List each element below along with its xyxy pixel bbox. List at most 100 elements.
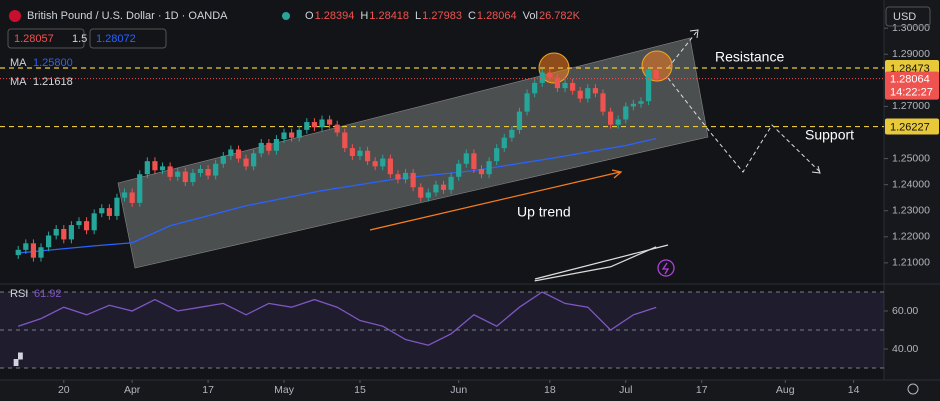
ask-box[interactable] (89, 28, 167, 49)
candle-body (372, 161, 378, 167)
candle-body (577, 90, 583, 99)
candle-body (532, 82, 538, 94)
y-tick-label: 1.24000 (892, 178, 930, 190)
projection-up (667, 29, 699, 69)
plot-area (0, 0, 884, 380)
candle-body (38, 247, 44, 258)
candle-body (494, 148, 500, 162)
legend-key: O (305, 10, 314, 22)
candle-body (615, 119, 621, 125)
candle-body (463, 153, 469, 164)
bid: 1.28057 (14, 33, 54, 45)
candle-body (524, 93, 530, 112)
candle-body (30, 243, 37, 258)
y-tick-label: 1.23000 (892, 204, 930, 216)
trend-channel (117, 37, 709, 269)
candle-body (258, 142, 264, 154)
candle-body (410, 172, 416, 188)
candle-body (501, 137, 507, 149)
candle-body (159, 166, 166, 171)
candle-body (83, 221, 90, 231)
candle-body (235, 149, 242, 159)
candle-body (342, 132, 348, 149)
candle-body (152, 161, 158, 171)
candle-body (304, 122, 310, 130)
legend-key: Vol (523, 10, 538, 22)
rsi-name: RSI (10, 288, 28, 300)
x-tick-label: Jun (450, 384, 467, 396)
currency-box[interactable] (885, 6, 931, 27)
ask: 1.28072 (96, 33, 136, 45)
candle-body (402, 172, 409, 180)
candle-body (46, 235, 52, 248)
candle-body (607, 111, 614, 125)
symbol-title: British Pound / U.S. Dollar · 1D · OANDA (27, 10, 228, 22)
arrow-head (811, 165, 821, 174)
y-tick-label: 1.29000 (892, 48, 930, 60)
candle-body (175, 171, 181, 177)
x-tick-label: May (274, 384, 295, 396)
candle-body (23, 243, 29, 250)
candle-body (364, 150, 371, 162)
candle-body (645, 70, 652, 102)
candle-body (228, 149, 234, 156)
candle-body (243, 158, 249, 167)
rsi-value: 61.92 (34, 288, 62, 300)
candle-body (68, 225, 74, 240)
candle-body (319, 119, 325, 128)
ma-line (18, 137, 657, 254)
settings-icon[interactable] (907, 383, 919, 395)
candle-body (106, 208, 112, 216)
legend-value: 1.28064 (477, 10, 517, 22)
candle-body (592, 88, 599, 94)
rsi-line (17, 291, 657, 346)
candle-body (456, 163, 462, 177)
candle-body (327, 119, 333, 125)
candle-body (562, 82, 568, 89)
y-tick-label: 1.22000 (892, 231, 930, 243)
y-tick-label: 1.30000 (892, 22, 930, 34)
x-tick-label: Aug (776, 384, 795, 396)
candle-body (61, 228, 67, 240)
legend-value: 1.28418 (369, 10, 409, 22)
candle-body (182, 171, 188, 183)
bid-box[interactable] (7, 28, 85, 49)
candle-body (349, 148, 355, 156)
ma-legend-value: 1.25800 (33, 57, 73, 69)
arrow-head (611, 169, 623, 179)
alert-icon[interactable] (657, 259, 675, 277)
x-tick-label: 17 (202, 384, 214, 396)
legend-value: 1.27983 (422, 10, 462, 22)
candle-body (570, 82, 576, 91)
countdown: 14:22:27 (890, 87, 933, 99)
ma-legend-value: 1.21618 (33, 76, 73, 88)
candle-body (289, 132, 295, 138)
candle-body (638, 101, 644, 104)
candle-body (471, 153, 477, 169)
candle-body (554, 77, 561, 89)
candle-body (190, 172, 196, 183)
candle-body (478, 168, 485, 175)
ma-legend-name: MA (10, 76, 27, 88)
ma-line (534, 246, 657, 282)
currency: USD (893, 11, 916, 23)
rsi-tick-label: 60.00 (892, 305, 918, 317)
candle-body (547, 72, 553, 78)
x-tick-label: 20 (58, 384, 70, 396)
alert-bolt (661, 262, 670, 275)
ohlc-legend: O 1.28394 H 1.28418 L 1.27983 C 1.28064 Vol 26.78… (305, 10, 581, 22)
candle-body (630, 103, 636, 107)
spread: 1.5 (72, 33, 87, 45)
y-tick-label: 1.21000 (892, 257, 930, 269)
candle-body (387, 158, 393, 175)
last-price: 1.28064 (890, 74, 930, 86)
legend-key: L (415, 10, 421, 22)
symbol-flag (9, 10, 21, 22)
legend-value: 26.782K (539, 10, 581, 22)
candle-body (251, 153, 257, 167)
candle-body (296, 129, 302, 138)
candle-body (144, 161, 150, 175)
arrow-head (689, 29, 699, 39)
trend-label: Up trend (517, 204, 571, 220)
support-label: Support (805, 127, 854, 143)
